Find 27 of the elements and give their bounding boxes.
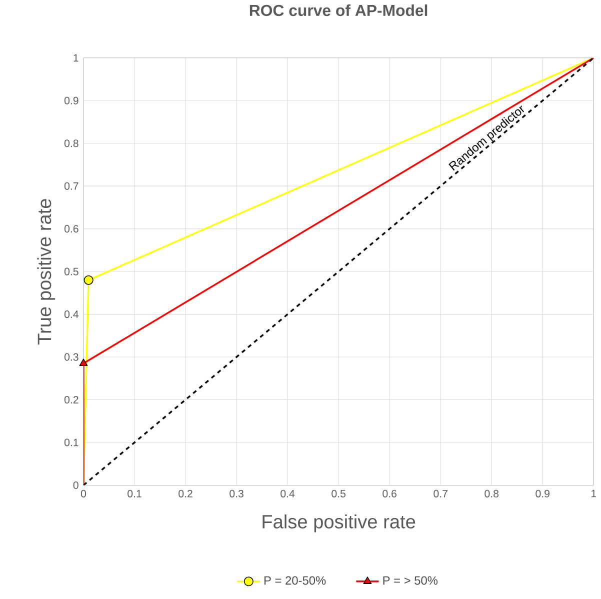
y-tick-label: 0.3: [64, 354, 78, 362]
y-tick-label: 1: [74, 54, 78, 62]
y-tick-label: 0: [73, 482, 78, 490]
y-tick-label: 0.4: [64, 310, 78, 318]
x-tick-label: 0.4: [280, 490, 295, 498]
x-tick-label: 0.6: [382, 490, 396, 498]
chart-title: ROC curve of AP-Model: [250, 4, 428, 16]
y-tick-label: 0.1: [64, 438, 78, 446]
x-tick-label: 0.1: [128, 490, 142, 498]
y-tick-label: 0.5: [64, 268, 78, 276]
x-tick-label: 0.9: [536, 490, 550, 498]
x-axis-title: False positive rate: [262, 514, 416, 532]
x-tick-label: 0.3: [230, 490, 244, 498]
y-tick-label: 0.7: [64, 182, 78, 190]
x-tick-label: 0.7: [434, 490, 448, 498]
legend-label: P = 20-50%: [264, 576, 326, 585]
x-tick-label: 1: [592, 490, 596, 498]
y-tick-label: 0.6: [64, 225, 78, 233]
y-tick-label: 0.2: [64, 396, 78, 404]
x-tick-label: 0.2: [178, 490, 192, 498]
x-tick-label: 0: [80, 490, 86, 498]
y-tick-label: 0.8: [64, 140, 78, 148]
y-axis-title: True positive rate: [37, 199, 55, 345]
y-tick-label: 0.9: [64, 97, 78, 105]
legend-label: P = > 50%: [383, 576, 438, 585]
x-tick-label: 0.5: [332, 490, 346, 498]
x-tick-label: 0.8: [484, 490, 499, 498]
